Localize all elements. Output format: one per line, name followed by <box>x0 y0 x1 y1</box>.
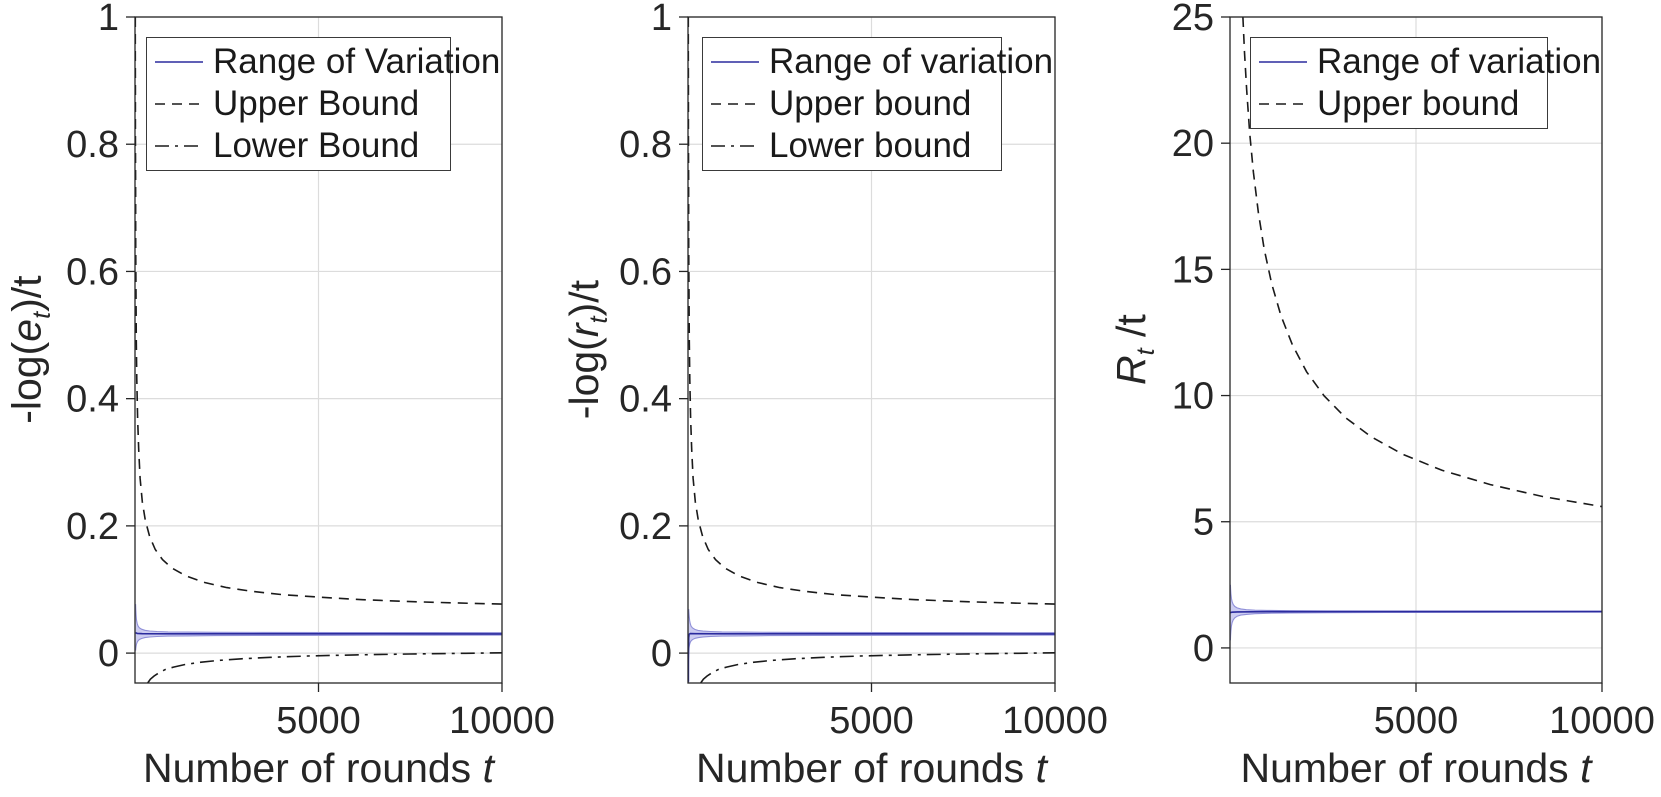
ylabel-subscript: t <box>1131 348 1160 356</box>
dashed-line-sample <box>1259 103 1307 105</box>
subplot-regret: 0 5 10 15 20 25 5000 10000 Rt /t Number of roun… <box>1100 0 1661 797</box>
y-tick-label: 0.6 <box>619 251 672 293</box>
x-tick-label: 10000 <box>1002 700 1108 742</box>
ylabel-prefix: -log( <box>561 337 608 420</box>
y-tick-label: 5 <box>1193 502 1214 544</box>
x-tick-label: 10000 <box>449 700 555 742</box>
dashdot-line-sample <box>711 145 759 147</box>
legend-entry: Upper Bound <box>153 83 444 125</box>
ylabel-subscript: t <box>27 312 56 320</box>
ylabel-suffix: )/t <box>3 275 50 313</box>
y-tick-label: 0.6 <box>66 251 119 293</box>
xlabel-italic-t: t <box>1035 745 1047 791</box>
y-tick-label: 10 <box>1172 376 1214 418</box>
ylabel-suffix: )/t <box>561 280 608 317</box>
y-tick-label: 0.2 <box>66 506 119 548</box>
lower-bound <box>700 652 1055 683</box>
solid-line-sample <box>155 61 203 63</box>
range-of-variation-band-upper-edge <box>688 609 1055 634</box>
legend: Range of variation Upper bound Lower bound <box>702 37 1053 171</box>
legend-entry: Upper bound <box>709 83 995 125</box>
x-axis-label: Number of rounds t <box>1241 745 1592 792</box>
subplot-rate: 0 0.2 0.4 0.6 0.8 1 5000 10000 -log(rt)/t Numbe… <box>560 0 1120 797</box>
x-tick-label: 5000 <box>1374 700 1459 742</box>
y-tick-label: 0 <box>651 633 672 675</box>
range-of-variation-band-lower-edge <box>1230 611 1602 641</box>
y-tick-label: 20 <box>1172 123 1214 165</box>
ylabel-suffix: /t <box>1107 314 1154 349</box>
ylabel-variable: R <box>1107 355 1154 386</box>
subplot-error-exponent: 0 0.2 0.4 0.6 0.8 1 5000 10000 -log(et)/t Numbe… <box>0 0 560 797</box>
x-axis-label: Number of rounds t <box>696 745 1047 792</box>
range-of-variation <box>135 631 502 635</box>
xlabel-text: Number of rounds <box>1240 745 1581 791</box>
upper-bound <box>688 17 1055 605</box>
xlabel-text: Number of rounds <box>696 745 1036 791</box>
legend-entry: Lower Bound <box>153 125 444 167</box>
y-tick-label: 1 <box>651 0 672 39</box>
y-tick-label: 15 <box>1172 249 1214 291</box>
legend-entry: Range of variation <box>1257 41 1601 83</box>
legend-label: Upper Bound <box>213 84 420 123</box>
range-of-variation <box>1230 610 1602 614</box>
x-tick-label: 5000 <box>829 700 914 742</box>
solid-line-sample <box>711 61 759 63</box>
legend-label: Range of Variation <box>213 42 501 81</box>
y-axis-label: -log(et)/t <box>3 276 56 424</box>
y-tick-label: 0.2 <box>619 506 672 548</box>
range-of-variation-band-lower-edge <box>135 634 502 651</box>
range-of-variation-band-upper-edge <box>135 604 502 634</box>
legend-label: Upper bound <box>1317 84 1520 123</box>
dashed-line-sample <box>155 103 203 105</box>
ylabel-variable: e <box>3 319 50 343</box>
legend: Range of variation Upper bound <box>1250 37 1601 129</box>
y-tick-label: 0.8 <box>66 124 119 166</box>
y-tick-label: 0 <box>1193 628 1214 670</box>
dashdot-line-sample <box>155 145 203 147</box>
upper-bound <box>1242 17 1602 508</box>
legend: Range of Variation Upper Bound Lower Bound <box>146 37 500 171</box>
y-tick-label: 25 <box>1172 0 1214 39</box>
y-axis-label: Rt /t <box>1107 315 1160 386</box>
legend-entry: Upper bound <box>1257 83 1541 125</box>
dashed-line-sample <box>711 103 759 105</box>
lower-bound <box>147 652 502 683</box>
x-tick-label: 10000 <box>1549 700 1655 742</box>
plot-area-regret: 0 5 10 15 20 25 5000 10000 <box>1172 0 1655 742</box>
x-tick-label: 5000 <box>276 700 361 742</box>
upper-bound <box>135 17 502 605</box>
xlabel-text: Number of rounds <box>143 745 483 791</box>
legend-entry: Range of variation <box>709 41 1053 83</box>
legend-entry: Range of Variation <box>153 41 500 83</box>
y-tick-label: 0 <box>98 633 119 675</box>
ylabel-variable: r <box>561 323 608 338</box>
legend-label: Range of variation <box>769 42 1054 81</box>
y-tick-label: 0.4 <box>619 379 672 421</box>
y-tick-label: 1 <box>98 0 119 39</box>
y-tick-label: 0.8 <box>619 124 672 166</box>
ylabel-prefix: -log( <box>3 342 50 425</box>
ylabel-subscript: t <box>585 316 614 324</box>
legend-label: Range of variation <box>1317 42 1602 81</box>
legend-label: Lower Bound <box>213 126 420 165</box>
legend-label: Lower bound <box>769 126 972 165</box>
y-axis-label: -log(rt)/t <box>561 280 614 419</box>
xlabel-italic-t: t <box>482 745 494 791</box>
legend-label: Upper bound <box>769 84 972 123</box>
plot-area-error-exponent: 0 0.2 0.4 0.6 0.8 1 5000 10000 <box>66 0 555 742</box>
y-tick-label: 0.4 <box>66 379 119 421</box>
legend-entry: Lower bound <box>709 125 995 167</box>
x-axis-label: Number of rounds t <box>143 745 494 792</box>
solid-line-sample <box>1259 61 1307 63</box>
xlabel-italic-t: t <box>1580 745 1592 791</box>
